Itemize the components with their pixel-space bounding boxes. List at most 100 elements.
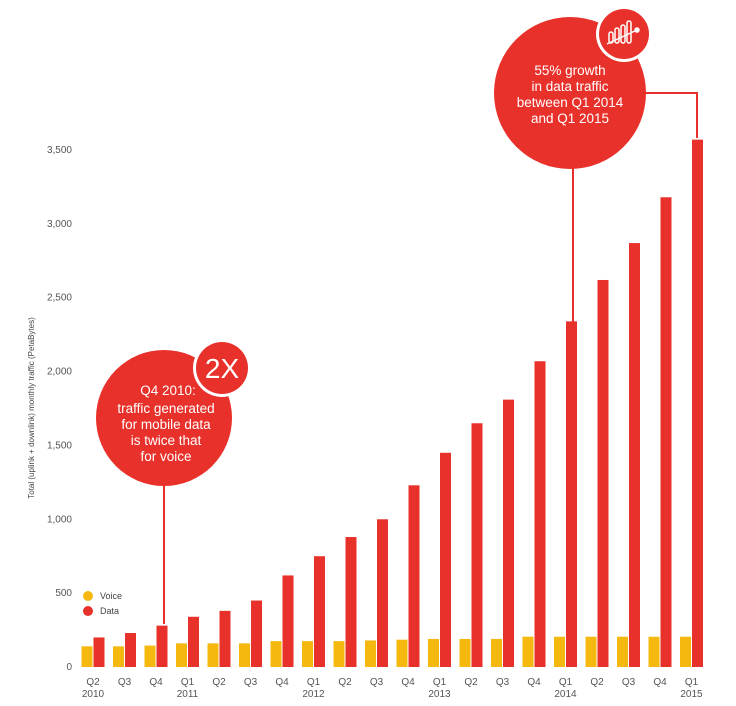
bar-voice — [459, 638, 471, 667]
bar-data — [314, 556, 325, 667]
bar-voice — [554, 636, 565, 667]
bar-data — [125, 633, 136, 667]
bar-voice — [680, 636, 691, 667]
x-tick-label: Q4 — [527, 677, 541, 688]
x-tick-label: Q2 — [86, 677, 100, 688]
x-tick-label: Q1 — [181, 677, 195, 688]
bar-voice — [176, 643, 187, 667]
x-tick-label: Q3 — [370, 677, 384, 688]
x-tick-year-label: 2013 — [428, 689, 451, 700]
bar-voice — [491, 638, 502, 667]
callout-right-line-3: between Q1 2014 — [517, 95, 624, 110]
x-tick-year-label: 2014 — [554, 689, 577, 700]
callout-right-line-1: 55% growth — [534, 63, 605, 78]
bar-data — [345, 537, 357, 667]
legend-data-label: Data — [100, 606, 119, 616]
bar-voice — [113, 646, 124, 667]
callout-right-line-2: in data traffic — [531, 79, 608, 94]
x-tick-label: Q1 — [433, 677, 447, 688]
bar-voice — [239, 643, 250, 667]
bar-voice — [428, 638, 439, 667]
x-tick-label: Q2 — [464, 677, 478, 688]
y-axis-label: Total (uplink + downlink) monthly traffi… — [27, 317, 36, 499]
bar-data — [597, 279, 609, 667]
bar-voice — [144, 645, 156, 667]
y-axis-ticks: 0 500 1,000 1,500 2,000 2,500 3,000 3,500 — [47, 145, 72, 673]
x-tick-label: Q3 — [118, 677, 132, 688]
y-tick-label: 3,000 — [47, 219, 72, 230]
y-tick-label: 2,500 — [47, 293, 72, 304]
bar-voice — [396, 639, 408, 667]
legend-voice-swatch — [83, 591, 93, 601]
bar-data — [188, 616, 199, 667]
legend: Voice Data — [83, 591, 122, 616]
x-tick-label: Q3 — [496, 677, 510, 688]
bar-voice — [522, 636, 534, 667]
y-tick-label: 1,500 — [47, 440, 72, 451]
callout-left-line-1: Q4 2010: — [140, 383, 196, 398]
callout-left-badge — [196, 342, 248, 394]
x-tick-label: Q1 — [685, 677, 699, 688]
bar-voice — [617, 636, 628, 667]
bar-data — [440, 452, 451, 667]
bar-data — [282, 575, 294, 667]
x-tick-label: Q4 — [401, 677, 415, 688]
bar-voice — [270, 641, 282, 667]
callout-right: 55% growth in data traffic between Q1 20… — [494, 6, 698, 322]
bar-data — [219, 610, 231, 667]
bar-data — [377, 519, 388, 667]
x-tick-year-label: 2015 — [680, 689, 703, 700]
x-tick-label: Q2 — [212, 677, 226, 688]
x-tick-year-label: 2010 — [82, 689, 105, 700]
x-tick-label: Q4 — [149, 677, 163, 688]
bar-voice — [648, 636, 660, 667]
x-tick-year-label: 2012 — [302, 689, 325, 700]
x-tick-label: Q2 — [590, 677, 604, 688]
y-tick-label: 3,500 — [47, 145, 72, 156]
bar-voice — [585, 636, 597, 667]
callout-left-line-3: for mobile data — [121, 417, 211, 432]
x-tick-year-label: 2011 — [177, 689, 199, 700]
y-tick-label: 2,000 — [47, 367, 72, 378]
bar-chart-growth-icon — [606, 20, 640, 45]
callout-left: 2X Q4 2010: traffic generated for mobile… — [96, 339, 251, 624]
bar-voice — [333, 641, 345, 667]
bar-data — [156, 625, 168, 667]
y-tick-label: 1,000 — [47, 514, 72, 525]
bar-voice — [302, 641, 313, 667]
bar-data — [692, 139, 703, 667]
x-tick-label: Q1 — [307, 677, 321, 688]
y-tick-label: 500 — [55, 588, 72, 599]
x-tick-label: Q3 — [622, 677, 636, 688]
bars — [81, 139, 703, 668]
callout-right-badge — [599, 9, 649, 59]
callout-right-line-4: and Q1 2015 — [531, 111, 609, 126]
callout-left-line-2: traffic generated — [117, 401, 214, 416]
x-tick-label: Q1 — [559, 677, 573, 688]
x-tick-label: Q2 — [338, 677, 352, 688]
callout-left-line-4: is twice that — [131, 433, 202, 448]
callout-left-line-5: for voice — [140, 449, 191, 464]
bar-data — [660, 197, 672, 668]
x-tick-label: Q3 — [244, 677, 258, 688]
bar-data — [629, 243, 640, 667]
bar-voice — [365, 640, 376, 667]
bar-voice — [81, 646, 93, 667]
bar-voice — [207, 643, 219, 667]
bar-data — [566, 321, 577, 667]
x-tick-label: Q4 — [653, 677, 667, 688]
callout-left-badge-text: 2X — [205, 353, 240, 384]
x-tick-label: Q4 — [275, 677, 289, 688]
callout-right-connector-top — [640, 92, 698, 138]
bar-data — [503, 399, 514, 667]
bar-data — [93, 637, 105, 667]
bar-data — [471, 423, 483, 667]
bar-data — [534, 361, 546, 667]
legend-voice-label: Voice — [100, 591, 122, 601]
bar-data — [408, 485, 420, 667]
bar-data — [251, 600, 262, 667]
legend-data-swatch — [83, 606, 93, 616]
